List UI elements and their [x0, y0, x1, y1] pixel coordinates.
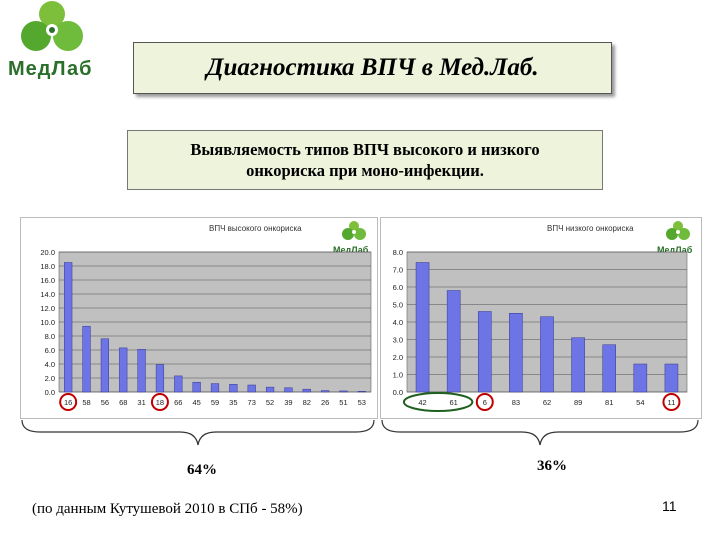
logo-text: МедЛаб: [8, 58, 93, 80]
chart-logo-text: МедЛаб: [657, 245, 693, 255]
x-tick-label: 52: [266, 398, 274, 407]
x-tick-label: 66: [174, 398, 182, 407]
bar: [229, 384, 238, 393]
x-tick-label: 81: [605, 398, 613, 407]
bar: [321, 390, 330, 393]
highlight-circle: [59, 393, 78, 411]
bar: [137, 349, 146, 393]
subtitle-box: Выявляемость типов ВПЧ высокого и низког…: [127, 130, 603, 190]
highlight-circle: [150, 393, 169, 411]
chart-high-risk: ВПЧ высокого онкориска МедЛаб 0.0 2.0 4.0 6…: [20, 217, 378, 419]
x-tick-label: 89: [574, 398, 582, 407]
x-tick-label: 51: [339, 398, 347, 407]
y-tick-label: 6.0: [45, 346, 55, 355]
x-tick-label: 26: [321, 398, 329, 407]
x-tick-label: 83: [512, 398, 520, 407]
y-tick-label: 4.0: [393, 318, 403, 327]
x-tick-label: 18: [156, 398, 164, 407]
page-number: 11: [662, 498, 677, 514]
bar: [119, 347, 128, 393]
chart-low-risk: ВПЧ низкого онкориска МедЛаб 0.0 1.0 2.0 3.…: [380, 217, 702, 419]
y-tick-label: 0.0: [45, 388, 55, 397]
bar: [664, 363, 679, 393]
bar: [477, 311, 492, 393]
y-tick-label: 1.0: [393, 371, 403, 380]
x-tick-label: 58: [82, 398, 90, 407]
x-tick-label: 39: [284, 398, 292, 407]
bar: [265, 386, 275, 393]
x-tick-label: 59: [211, 398, 219, 407]
x-tick-label: 11: [668, 398, 676, 407]
x-tick-label: 54: [636, 398, 644, 407]
bar: [540, 316, 554, 393]
bar: [571, 337, 585, 393]
y-tick-label: 20.0: [40, 248, 55, 257]
chart-logo-icon: [666, 221, 690, 240]
x-tick-label: 6: [483, 398, 487, 407]
bar: [284, 387, 293, 393]
percent-low-risk: 36%: [537, 458, 567, 474]
y-tick-label: 4.0: [45, 360, 55, 369]
x-tick-label: 45: [192, 398, 200, 407]
highlight-ellipse: [402, 392, 474, 412]
bar: [82, 325, 91, 393]
bar: [602, 344, 617, 393]
x-tick-label: 35: [229, 398, 237, 407]
chart-logo-icon: [342, 221, 366, 240]
bar: [210, 383, 220, 393]
y-tick-label: 8.0: [393, 248, 403, 257]
x-tick-label: 56: [101, 398, 109, 407]
x-tick-label: 62: [543, 398, 551, 407]
highlight-circle: [475, 393, 494, 411]
y-tick-label: 3.0: [393, 336, 403, 345]
bar: [155, 364, 165, 393]
x-tick-label: 73: [248, 398, 256, 407]
x-tick-label: 16: [64, 398, 72, 407]
page-title: Диагностика ВПЧ в Мед.Лаб.: [133, 42, 612, 94]
y-tick-label: 2.0: [393, 353, 403, 362]
y-tick-label: 0.0: [393, 388, 403, 397]
bar: [247, 384, 256, 393]
highlight-circle: [662, 393, 681, 411]
y-tick-label: 6.0: [393, 283, 403, 292]
y-tick-label: 5.0: [393, 301, 403, 310]
chart-title: ВПЧ низкого онкориска: [547, 224, 634, 233]
x-tick-label: 68: [119, 398, 127, 407]
y-tick-label: 16.0: [40, 276, 55, 285]
x-tick-label: 53: [358, 398, 366, 407]
y-tick-label: 8.0: [45, 332, 55, 341]
bar: [357, 391, 366, 393]
subtitle-line-1: Выявляемость типов ВПЧ высокого и низког…: [190, 140, 540, 159]
x-tick-label: 82: [303, 398, 311, 407]
bar: [100, 338, 109, 393]
brace-left: [21, 419, 375, 446]
bar: [174, 375, 183, 393]
y-tick-label: 10.0: [40, 318, 55, 327]
chart-title: ВПЧ высокого онкориска: [209, 224, 302, 233]
brace-right: [381, 419, 699, 446]
bar: [339, 390, 348, 393]
chart-plot: 0.0 2.0 4.0 6.0 8.0 10.0 12.0 14.0 16.0 18.0 20.0 1…: [40, 248, 372, 411]
bar: [633, 363, 648, 393]
footnote: (по данным Кутушевой 2010 в СПб - 58%): [32, 501, 303, 517]
bar: [64, 262, 73, 393]
bar: [415, 262, 430, 393]
bar: [446, 290, 461, 393]
subtitle-line-2: онкориска при моно-инфекции.: [246, 161, 484, 180]
chart-logo-text: МедЛаб: [333, 245, 369, 255]
bar: [509, 313, 523, 393]
chart-plot: 0.0 1.0 2.0 3.0 4.0 5.0 6.0 7.0 8.0 42 61 6 83 62 89 81…: [393, 248, 688, 412]
y-tick-label: 2.0: [45, 374, 55, 383]
x-tick-label: 31: [137, 398, 145, 407]
y-tick-label: 12.0: [40, 304, 55, 313]
percent-high-risk: 64%: [187, 462, 217, 478]
bar: [302, 388, 311, 393]
bar: [192, 381, 201, 393]
x-tick-label: 42: [418, 398, 426, 407]
y-tick-label: 7.0: [393, 266, 403, 275]
x-tick-label: 61: [449, 398, 457, 407]
clover-logo-icon: [21, 1, 83, 51]
y-tick-label: 18.0: [40, 262, 55, 271]
y-tick-label: 14.0: [40, 290, 55, 299]
